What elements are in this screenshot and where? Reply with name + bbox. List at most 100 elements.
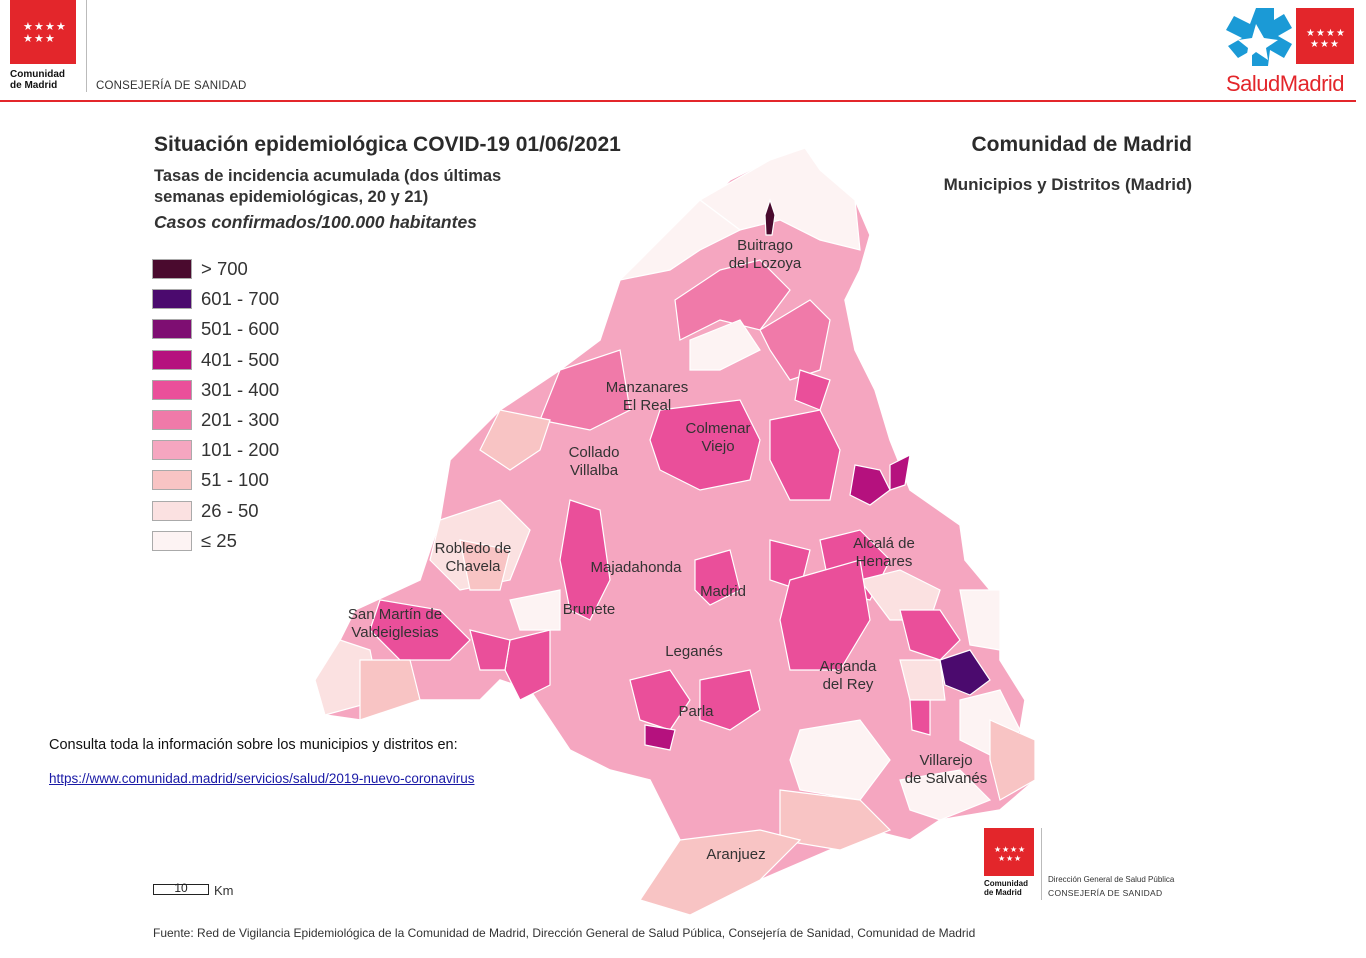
svg-text:★: ★ — [34, 32, 44, 45]
place-label: Aranjuez — [706, 846, 765, 863]
department-label: CONSEJERÍA DE SANIDAD — [96, 80, 247, 92]
legend-swatch — [152, 440, 192, 461]
place-label: Colmenar Viejo — [685, 420, 750, 455]
units-label: Casos confirmados/100.000 habitantes — [154, 212, 477, 232]
region-title: Comunidad de Madrid — [971, 133, 1193, 156]
legend-label: 51 - 100 — [201, 469, 269, 491]
info-text: Consulta toda la información sobre los m… — [49, 737, 458, 753]
place-label: Robledo de Chavela — [435, 540, 512, 575]
legend-swatch — [152, 500, 192, 521]
place-label: Leganés — [665, 643, 723, 660]
legend-swatch — [152, 530, 192, 551]
municipality — [779, 789, 892, 851]
legend-label: 601 - 700 — [201, 288, 280, 310]
comunidad-madrid-flag-logo: ★ ★ ★ ★ ★ ★ ★ — [10, 0, 76, 64]
svg-text:★: ★ — [994, 845, 1001, 854]
header-rule — [0, 100, 1356, 102]
legend-label: 501 - 600 — [201, 318, 280, 340]
place-label: Brunete — [563, 601, 616, 618]
map-title: Situación epidemiológica COVID-19 01/06/… — [154, 133, 621, 156]
legend-item: > 700 — [152, 254, 279, 284]
municipality — [698, 147, 861, 251]
legend-label: ≤ 25 — [201, 529, 237, 551]
municipality — [779, 559, 871, 671]
place-label: Parla — [678, 703, 714, 720]
municipality — [699, 669, 761, 731]
subtitle-line1: Tasas de incidencia acumulada (dos últim… — [154, 167, 502, 185]
municipality — [469, 629, 511, 671]
madrid-region-map: Buitrago del Lozoya Manzanares El Real Col… — [314, 147, 1036, 916]
place-label: Villarejo de Salvanés — [905, 752, 988, 787]
municipality — [629, 669, 691, 731]
svg-text:★: ★ — [45, 20, 55, 33]
municipality — [479, 409, 551, 471]
municipality — [989, 719, 1036, 801]
svg-text:★: ★ — [1006, 854, 1013, 863]
legend-swatch — [152, 319, 192, 340]
scale-value: 10 — [174, 881, 188, 895]
salud-madrid-logo: ★ ★ ★ ★ ★ ★ ★ — [1226, 8, 1354, 66]
legend-item: 501 - 600 — [152, 314, 279, 344]
footer-name-line2: de Madrid — [984, 888, 1022, 897]
logo-name-line1: Comunidad — [10, 69, 65, 80]
footer-logo-divider — [1041, 828, 1042, 900]
legend-swatch — [152, 470, 192, 491]
footer-department: CONSEJERÍA DE SANIDAD — [1048, 888, 1163, 898]
municipality — [559, 499, 611, 621]
legend-swatch — [152, 379, 192, 400]
legend-item: 201 - 300 — [152, 405, 279, 435]
source-note: Fuente: Red de Vigilancia Epidemiológica… — [153, 926, 976, 940]
svg-text:★: ★ — [1310, 39, 1319, 50]
legend-item: 26 - 50 — [152, 496, 279, 526]
footer-logo-name: Comunidad de Madrid — [984, 879, 1028, 897]
svg-text:★: ★ — [1326, 28, 1335, 39]
svg-text:★: ★ — [1316, 28, 1325, 39]
legend-item: 601 - 700 — [152, 284, 279, 314]
svg-text:★: ★ — [45, 32, 55, 45]
legend-label: 301 - 400 — [201, 378, 280, 400]
svg-text:★: ★ — [23, 32, 33, 45]
svg-text:★: ★ — [56, 20, 66, 33]
legend-item: 301 - 400 — [152, 375, 279, 405]
info-link[interactable]: https://www.comunidad.madrid/servicios/s… — [49, 771, 475, 786]
subtitle-line2: semanas epidemiológicas, 20 y 21) — [154, 188, 429, 206]
scale-bar — [153, 884, 209, 895]
legend-item: 51 - 100 — [152, 465, 279, 495]
footer-name-line1: Comunidad — [984, 879, 1028, 888]
municipality — [899, 659, 946, 701]
region-subtitle: Municipios y Distritos (Madrid) — [943, 175, 1192, 194]
place-label: Majadahonda — [591, 559, 683, 576]
legend-swatch — [152, 349, 192, 370]
legend-label: 26 - 50 — [201, 499, 259, 521]
logo-name-line2: de Madrid — [10, 80, 58, 91]
municipality — [509, 589, 561, 631]
municipality — [644, 724, 676, 751]
municipality — [769, 409, 841, 501]
place-label: San Martín de Valdeiglesias — [348, 606, 442, 641]
brand-name: SaludMadrid — [1226, 71, 1345, 96]
municipality — [909, 699, 931, 736]
municipality — [694, 549, 741, 606]
legend: > 700 601 - 700 501 - 600 401 - 500 301 … — [152, 254, 279, 556]
municipality — [939, 649, 991, 696]
footer-directorate: Dirección General de Salud Pública — [1048, 875, 1175, 884]
municipality — [639, 829, 802, 916]
municipality — [889, 453, 911, 491]
red-flag-icon — [1296, 8, 1354, 64]
stars-icon: ★ ★ ★ ★ ★ ★ ★ — [23, 20, 66, 45]
comunidad-madrid-name: Comunidad de Madrid — [10, 69, 65, 91]
municipality — [359, 659, 421, 721]
place-label: Arganda del Rey — [820, 658, 877, 693]
place-label: Manzanares El Real — [606, 379, 689, 414]
municipality — [858, 569, 941, 621]
choropleth-map: Buitrago del Lozoya Manzanares El Real Col… — [300, 140, 1060, 920]
svg-text:★: ★ — [1320, 39, 1329, 50]
municipality — [649, 399, 761, 491]
header-divider — [86, 0, 87, 92]
place-label: Alcalá de Henares — [853, 535, 915, 570]
svg-text:★: ★ — [1330, 39, 1339, 50]
legend-swatch — [152, 289, 192, 310]
footer-flag-logo: ★ ★ ★ ★ ★ ★ ★ — [984, 828, 1034, 876]
place-label: Collado Villalba — [569, 444, 620, 479]
svg-text:★: ★ — [1014, 854, 1021, 863]
